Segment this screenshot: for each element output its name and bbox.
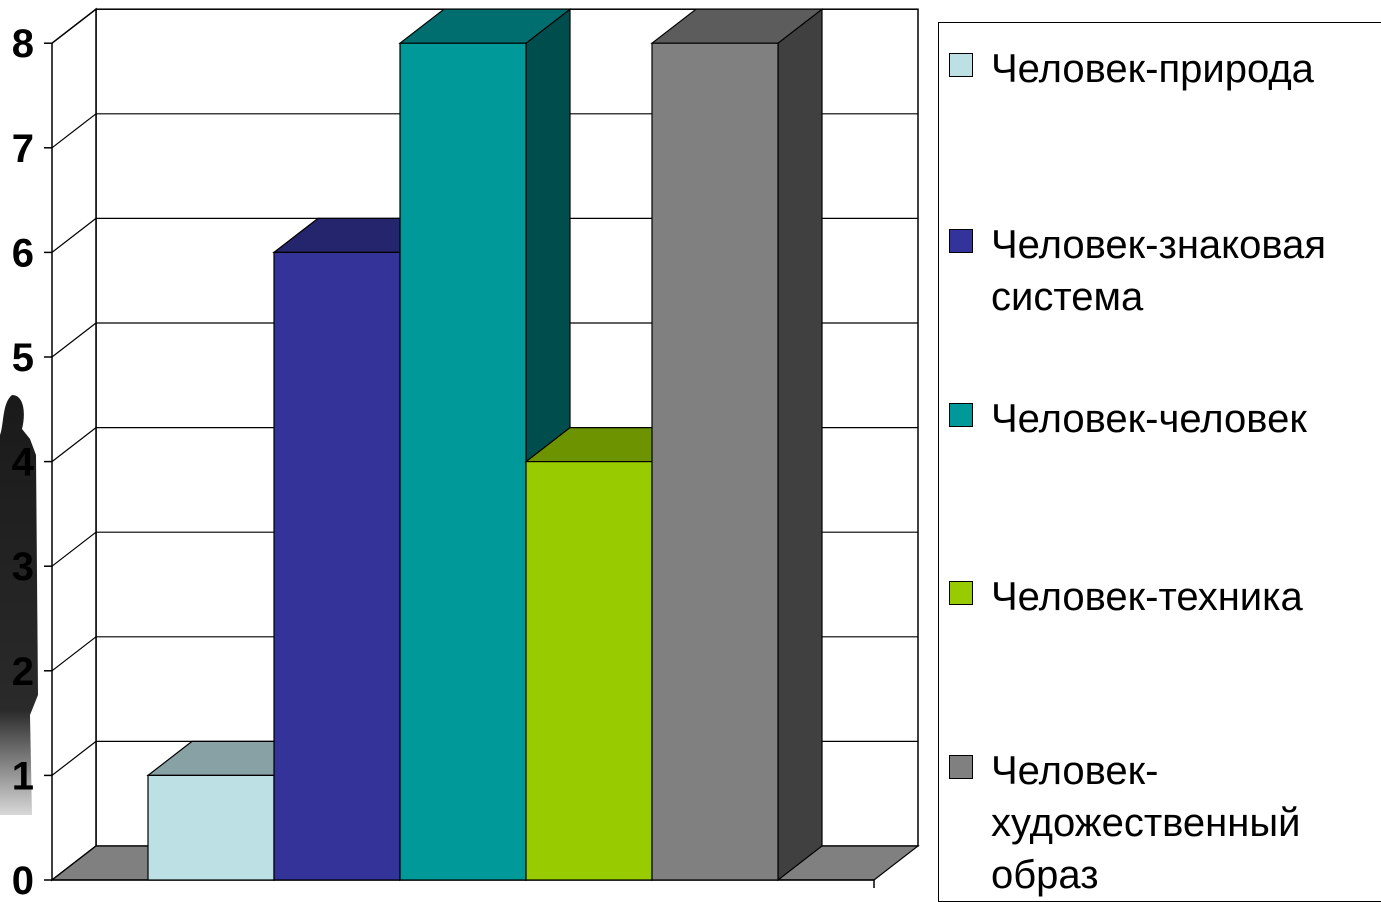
y-tick-label: 1 [12, 754, 34, 798]
legend-label: Человек-художественный образ [991, 745, 1381, 901]
legend-swatch [949, 53, 973, 77]
legend-label-line: Человек-природа [991, 47, 1314, 91]
legend-label-line: Человек-техника [991, 575, 1303, 619]
y-tick-label: 5 [12, 336, 34, 380]
legend-label: Человек-человек [991, 393, 1381, 445]
legend-swatch [949, 755, 973, 779]
legend-label: Человек-техника [991, 571, 1381, 623]
legend-swatch [949, 229, 973, 253]
y-tick-label: 2 [12, 650, 34, 694]
legend-item: Человек-природа [949, 43, 1381, 95]
bar-front [147, 774, 275, 881]
y-tick-label: 4 [12, 441, 35, 485]
legend-swatch [949, 403, 973, 427]
y-tick-label: 6 [12, 231, 34, 275]
gridline-side [51, 217, 97, 253]
legend-item: Человек-художественный образ [949, 745, 1381, 901]
legend-item: Человек-человек [949, 393, 1381, 445]
y-tick-label: 8 [12, 22, 34, 66]
legend-label-line: Человек-человек [991, 397, 1307, 441]
bar-front [525, 461, 653, 881]
bar-front [651, 42, 779, 881]
y-axis-ticks: 0 1 2 3 4 5 6 7 8 [12, 22, 52, 902]
gridline-side [51, 8, 97, 44]
gridline-side [51, 740, 97, 776]
bar [650, 7, 824, 882]
gridline-side [51, 636, 97, 672]
bar-front [399, 42, 527, 881]
legend-label: Человек-знаковая система [991, 219, 1381, 323]
gridline-side [51, 427, 97, 463]
bars [146, 7, 824, 882]
legend-label-line: образ [991, 853, 1099, 897]
y-tick-label: 0 [12, 859, 34, 902]
legend-label-line: Человек- [991, 749, 1159, 793]
legend-item: Человек-знаковая система [949, 219, 1381, 323]
left-silhouette-image [0, 395, 38, 815]
gridline-side [51, 531, 97, 567]
bar-front [273, 251, 401, 881]
legend: Человек-природа Человек-знаковая система Че… [938, 22, 1381, 902]
bar-chart: 0 1 2 3 4 5 6 7 8 [12, 7, 920, 902]
bar-side [777, 7, 823, 882]
y-tick-label: 3 [12, 545, 34, 589]
legend-label: Человек-природа [991, 43, 1381, 95]
gridline-side [51, 322, 97, 358]
legend-label-line: система [991, 275, 1144, 319]
legend-label-line: Человек-знаковая [991, 223, 1327, 267]
legend-item: Человек-техника [949, 571, 1381, 623]
y-tick-label: 7 [12, 127, 34, 171]
legend-label-line: художественный [991, 801, 1301, 845]
gridline-side [51, 113, 97, 149]
legend-swatch [949, 581, 973, 605]
